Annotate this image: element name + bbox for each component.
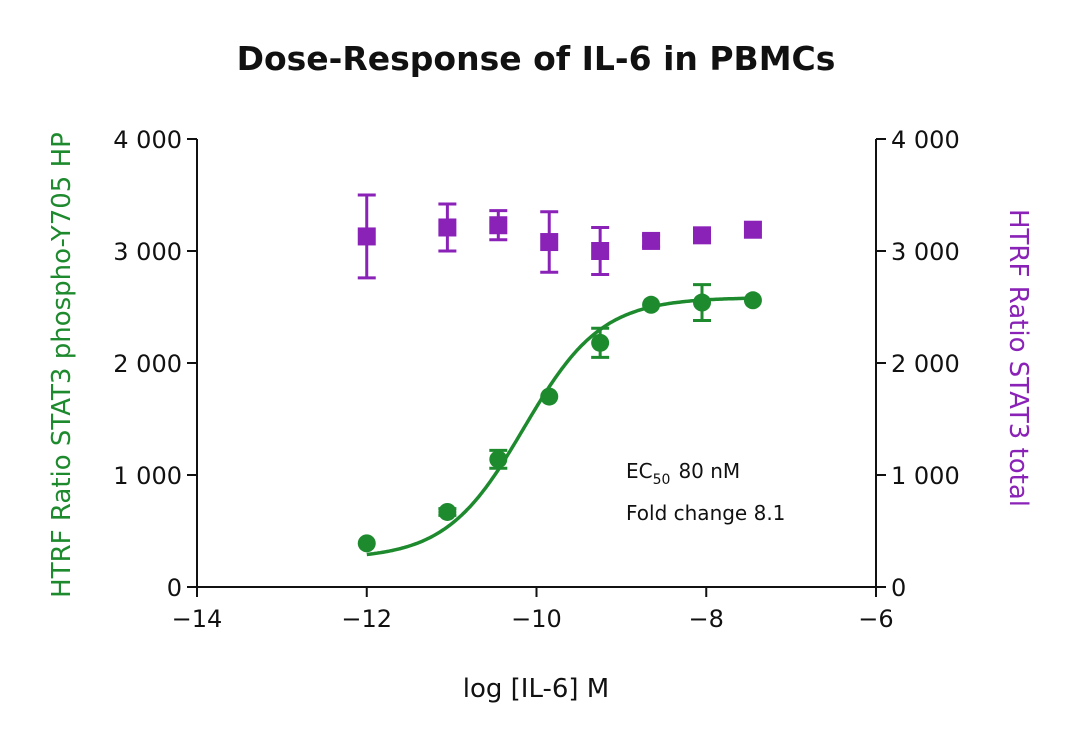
y-axis-right-label: HTRF Ratio STAT3 total: [1003, 209, 1033, 507]
x-tick-label: −10: [511, 605, 562, 633]
y-left-tick-label: 3 000: [113, 238, 182, 266]
fit-curve-phospho: [366, 296, 753, 557]
data-point-total: [642, 231, 661, 250]
data-point-total: [540, 233, 559, 252]
y-right-tick-label: 1 000: [891, 462, 960, 490]
data-point-phospho: [591, 333, 610, 352]
data-point-total: [489, 216, 508, 235]
data-point-total: [438, 218, 457, 237]
x-tick-label: −6: [858, 605, 893, 633]
x-tick-label: −8: [689, 605, 724, 633]
y-right-tick-label: 4 000: [891, 126, 960, 154]
data-point-total: [693, 226, 712, 245]
data-point-phospho: [357, 534, 376, 553]
data-point-total: [591, 242, 610, 260]
ec50-subscript: 50: [653, 472, 671, 488]
x-axis-label: log [IL-6] M: [463, 674, 610, 704]
data-point-phospho: [642, 295, 661, 314]
y-right-tick-label: 2 000: [891, 350, 960, 378]
data-point-phospho: [489, 450, 508, 469]
data-point-phospho: [540, 387, 559, 406]
ec50-label: EC: [626, 459, 653, 483]
y-left-tick-label: 1 000: [113, 462, 182, 490]
x-tick-label: −12: [341, 605, 392, 633]
data-point-total: [357, 227, 376, 246]
x-tick-label: −14: [172, 605, 223, 633]
data-point-total: [743, 220, 762, 239]
y-left-tick-label: 0: [167, 574, 182, 602]
y-left-tick-label: 4 000: [113, 126, 182, 154]
chart-title: Dose-Response of IL-6 in PBMCs: [237, 39, 836, 78]
fold-change-annotation: Fold change 8.1: [626, 501, 785, 525]
ec50-value: 80 nM: [678, 459, 740, 483]
data-point-phospho: [743, 291, 762, 310]
ec50-annotation: EC50 80 nM: [626, 459, 740, 488]
data-point-phospho: [693, 293, 712, 312]
y-right-tick-label: 3 000: [891, 238, 960, 266]
y-left-tick-label: 2 000: [113, 350, 182, 378]
y-right-tick-label: 0: [891, 574, 906, 602]
data-point-phospho: [438, 502, 457, 521]
y-axis-left-label: HTRF Ratio STAT3 phospho-Y705 HP: [47, 132, 77, 598]
